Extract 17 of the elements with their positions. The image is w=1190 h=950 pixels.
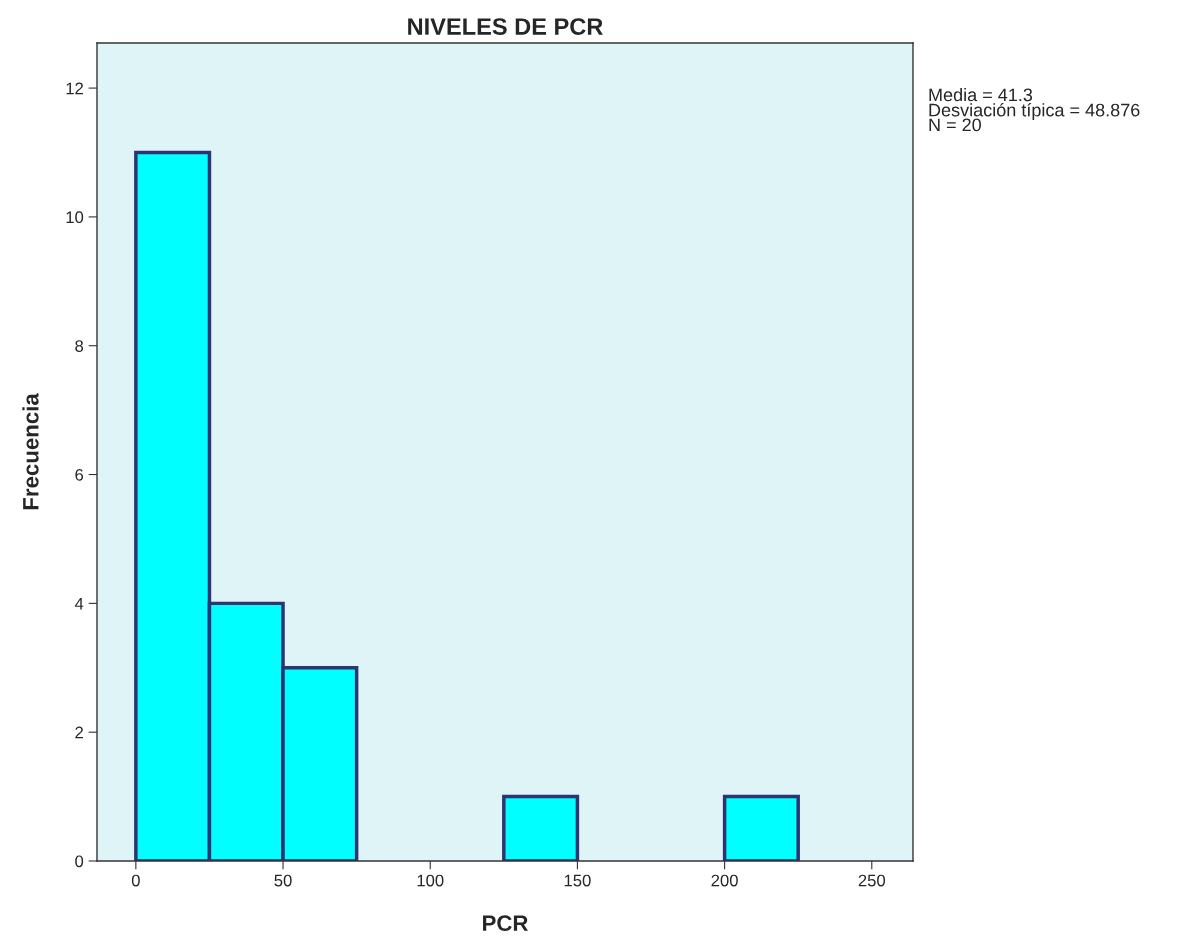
- text: Media = 41.3: [929, 88, 1033, 102]
- y-tick-label: 10: [66, 211, 84, 224]
- y-tick-label: 2: [75, 726, 83, 739]
- x-tick-label: 150: [564, 874, 591, 887]
- y-tick-label: 12: [66, 82, 83, 95]
- y-tick-label: 4: [74, 597, 84, 610]
- chart-title: NIVELES DE PCR: [408, 18, 603, 35]
- y-tick-label: 6: [75, 468, 84, 481]
- x-tick-label: 0: [131, 874, 140, 887]
- x-tick-label: 250: [858, 874, 886, 887]
- y-axis-title: Frecuencia: [22, 393, 39, 510]
- x-tick-label: 200: [711, 874, 738, 887]
- x-axis-title: PCR: [483, 915, 528, 932]
- y-tick-label: 8: [75, 340, 84, 352]
- x-tick-label: 50: [274, 874, 292, 887]
- y-tick-label: 0: [75, 855, 84, 868]
- x-tick-label: 100: [417, 874, 444, 887]
